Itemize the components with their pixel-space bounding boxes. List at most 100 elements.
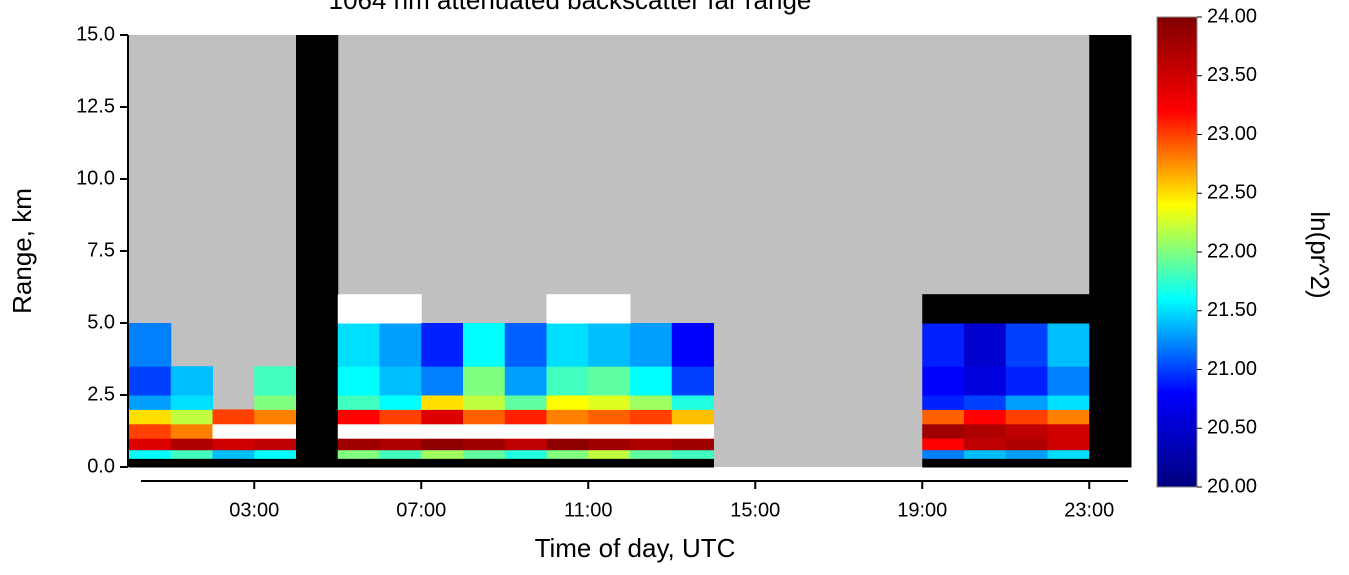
heatmap-cell bbox=[379, 366, 422, 396]
heatmap-cell bbox=[1005, 294, 1048, 324]
heatmap-cell bbox=[379, 323, 422, 367]
heatmap-cell bbox=[337, 323, 380, 367]
heatmap-cell bbox=[170, 395, 213, 410]
heatmap-cell bbox=[504, 423, 547, 439]
heatmap-cell bbox=[922, 294, 965, 324]
heatmap-cell bbox=[129, 395, 172, 410]
heatmap-cell bbox=[588, 423, 631, 439]
heatmap-cell bbox=[922, 395, 965, 410]
heatmap-cell bbox=[504, 366, 547, 396]
heatmap-cell bbox=[254, 449, 297, 459]
heatmap-cell bbox=[922, 323, 965, 367]
y-tick-label: 2.5 bbox=[87, 383, 115, 405]
heatmap-cell bbox=[421, 449, 464, 459]
heatmap-cell bbox=[1089, 449, 1132, 459]
colorbar-tick-label: 23.50 bbox=[1207, 64, 1257, 86]
heatmap-cell bbox=[421, 366, 464, 396]
heatmap-cell bbox=[922, 366, 965, 396]
heatmap-cell bbox=[254, 438, 297, 451]
heatmap-cell bbox=[463, 449, 506, 459]
heatmap-cell bbox=[337, 395, 380, 410]
heatmap-cell bbox=[1005, 423, 1048, 439]
heatmap-cell bbox=[379, 294, 422, 324]
heatmap-cell bbox=[1005, 366, 1048, 396]
heatmap-cell bbox=[630, 438, 673, 451]
heatmap-cell bbox=[1047, 395, 1090, 410]
heatmap-cell bbox=[671, 366, 714, 396]
x-tick-label: 23:00 bbox=[1064, 499, 1114, 521]
heatmap-cell bbox=[504, 395, 547, 410]
x-tick-label: 03:00 bbox=[229, 499, 279, 521]
heatmap-cell bbox=[463, 395, 506, 410]
heatmap-cell bbox=[1089, 395, 1132, 410]
heatmap-cell bbox=[588, 409, 631, 425]
heatmap-cell bbox=[463, 438, 506, 451]
heatmap-cell bbox=[296, 323, 339, 367]
heatmap-cell bbox=[546, 423, 589, 439]
heatmap-cell bbox=[964, 458, 1007, 468]
heatmap-cell bbox=[296, 35, 339, 295]
heatmap-cell bbox=[170, 423, 213, 439]
heatmap-cell bbox=[671, 423, 714, 439]
heatmap-cell bbox=[296, 366, 339, 396]
heatmap-cell bbox=[964, 423, 1007, 439]
heatmap-cell bbox=[337, 438, 380, 451]
heatmap-cell bbox=[421, 458, 464, 468]
heatmap-cell bbox=[212, 423, 255, 439]
heatmap-cell bbox=[129, 449, 172, 459]
heatmap-cell bbox=[296, 438, 339, 451]
y-axis-title: Range, km bbox=[7, 188, 37, 314]
heatmap-cell bbox=[337, 423, 380, 439]
heatmap-cell bbox=[296, 409, 339, 425]
heatmap-cell bbox=[630, 409, 673, 425]
x-tick-label: 11:00 bbox=[564, 499, 613, 521]
heatmap-cell bbox=[504, 458, 547, 468]
colorbar-tick-label: 22.00 bbox=[1207, 240, 1257, 262]
heatmap-cell bbox=[1047, 449, 1090, 459]
x-tick-label: 07:00 bbox=[396, 499, 446, 521]
heatmap-cell bbox=[212, 449, 255, 459]
heatmap-cell bbox=[129, 458, 172, 468]
heatmap-cell bbox=[588, 323, 631, 367]
heatmap-cell bbox=[671, 409, 714, 425]
heatmap-cell bbox=[1089, 366, 1132, 396]
heatmap-cell bbox=[588, 294, 631, 324]
colorbar bbox=[1156, 16, 1198, 488]
heatmap-cell bbox=[463, 458, 506, 468]
heatmap-cell bbox=[212, 409, 255, 425]
heatmap-cell bbox=[129, 366, 172, 396]
heatmap-cell bbox=[630, 423, 673, 439]
heatmap-cell bbox=[379, 449, 422, 459]
heatmap-cell bbox=[1047, 409, 1090, 425]
heatmap-cell bbox=[964, 449, 1007, 459]
x-axis-title: Time of day, UTC bbox=[535, 533, 736, 563]
heatmap-cell bbox=[337, 409, 380, 425]
heatmap-cell bbox=[1005, 458, 1048, 468]
heatmap-cell bbox=[1047, 458, 1090, 468]
y-tick-label: 0.0 bbox=[87, 455, 115, 477]
heatmap-cell bbox=[254, 366, 297, 396]
heatmap-cell bbox=[546, 323, 589, 367]
colorbar-tick-label: 20.00 bbox=[1207, 475, 1257, 497]
heatmap-cell bbox=[922, 423, 965, 439]
heatmap-cell bbox=[296, 458, 339, 468]
heatmap-cell bbox=[504, 409, 547, 425]
heatmap-cell bbox=[1089, 294, 1132, 324]
colorbar-tick-label: 20.50 bbox=[1207, 417, 1257, 439]
heatmap-cell bbox=[421, 409, 464, 425]
heatmap-cell bbox=[546, 449, 589, 459]
heatmap-cell bbox=[1005, 449, 1048, 459]
heatmap-cell bbox=[964, 366, 1007, 396]
heatmap-cell bbox=[588, 449, 631, 459]
heatmap-cell bbox=[421, 323, 464, 367]
heatmap-cell bbox=[1005, 409, 1048, 425]
colorbar-tick-label: 24.00 bbox=[1207, 5, 1257, 27]
heatmap-cell bbox=[463, 409, 506, 425]
heatmap-cell bbox=[129, 438, 172, 451]
colorbar-tick-label: 23.00 bbox=[1207, 123, 1257, 145]
heatmap-cell bbox=[671, 438, 714, 451]
heatmap-cell bbox=[964, 395, 1007, 410]
heatmap-cell bbox=[630, 458, 673, 468]
